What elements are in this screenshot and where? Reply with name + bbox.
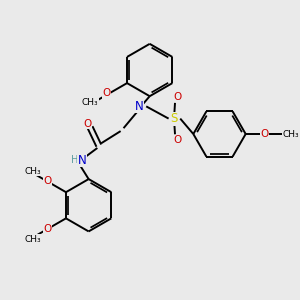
Text: O: O (173, 92, 182, 102)
Text: CH₃: CH₃ (82, 98, 98, 107)
Text: CH₃: CH₃ (25, 235, 41, 244)
Text: O: O (173, 135, 182, 146)
Text: N: N (135, 100, 144, 113)
Text: S: S (171, 112, 178, 125)
Text: CH₃: CH₃ (282, 130, 299, 139)
Text: O: O (83, 119, 91, 129)
Text: O: O (43, 176, 51, 186)
Text: O: O (43, 224, 51, 234)
Text: N: N (78, 154, 86, 167)
Text: H: H (71, 155, 79, 165)
Text: O: O (102, 88, 111, 98)
Text: CH₃: CH₃ (25, 167, 41, 176)
Text: O: O (260, 129, 269, 139)
